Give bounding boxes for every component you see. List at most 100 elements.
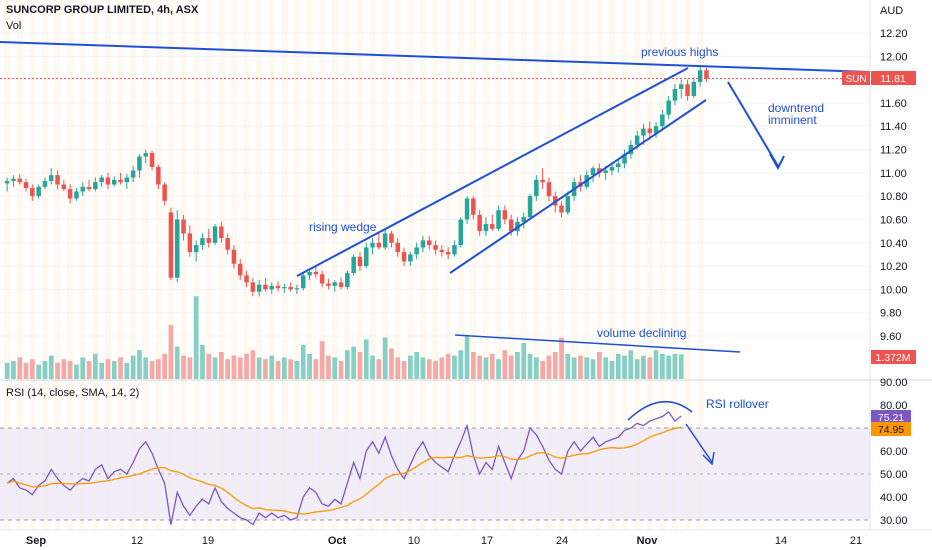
price-tick-label: 10.80 <box>880 191 908 203</box>
volume-bar <box>313 359 319 379</box>
candle-body <box>162 184 167 201</box>
session-stripe <box>205 0 212 530</box>
rsi-tick-label: 90.00 <box>880 377 908 389</box>
candle-body <box>250 282 256 292</box>
volume-bar <box>300 344 306 379</box>
rsi-sma-badge-text: 74.95 <box>878 424 904 436</box>
session-stripe <box>659 0 666 530</box>
candle-body <box>395 242 400 253</box>
session-stripe <box>331 0 338 530</box>
volume-bar <box>660 353 665 379</box>
candle-body <box>269 285 274 290</box>
session-stripe <box>470 0 477 530</box>
candle-body <box>691 81 697 96</box>
volume-bar <box>376 359 382 379</box>
volume-bar <box>609 361 615 379</box>
candle-body <box>332 282 337 286</box>
volume-bar <box>546 355 552 379</box>
candle-body <box>124 177 130 183</box>
rsi-band <box>0 427 870 521</box>
volume-bar <box>244 353 249 379</box>
session-stripe <box>482 0 490 530</box>
session-stripe <box>646 0 653 530</box>
volume-bar <box>187 357 193 379</box>
price-tick-label: 10.20 <box>880 261 908 273</box>
candle-body <box>521 217 526 222</box>
volume-bar <box>678 354 684 379</box>
volume-bar <box>471 352 476 379</box>
volume-bar <box>584 357 590 379</box>
volume-bar <box>93 353 98 379</box>
candle-body <box>326 283 331 286</box>
candle-body <box>49 175 54 182</box>
time-tick-label: 21 <box>850 535 862 547</box>
volume-bar <box>256 357 262 379</box>
volume-bars <box>4 296 684 379</box>
session-stripe <box>445 0 452 530</box>
ticker-badge-text: SUN <box>845 74 866 85</box>
candle-body <box>603 170 608 173</box>
volume-bar <box>458 350 464 379</box>
time-tick-label: Oct <box>328 535 347 547</box>
candle-body <box>118 179 123 183</box>
volume-bar <box>647 357 653 379</box>
candle-body <box>653 126 659 134</box>
volume-bar <box>401 361 407 379</box>
session-stripe <box>621 0 628 530</box>
volume-bar <box>414 352 419 379</box>
candle-body <box>622 154 627 164</box>
downtrend-arrow <box>727 81 779 167</box>
volume-bar <box>597 352 602 379</box>
price-tick-label: 10.40 <box>880 238 908 250</box>
session-stripe <box>281 0 288 530</box>
time-tick-label: 19 <box>202 535 214 547</box>
wedge-upper-line <box>296 67 689 277</box>
candle-body <box>458 219 463 246</box>
volume-bar <box>389 348 394 379</box>
candle-body <box>294 288 300 290</box>
volume-bar <box>420 357 426 379</box>
session-stripe <box>394 0 401 530</box>
rsi-rollover-arrowhead <box>702 451 715 466</box>
volume-bar <box>307 353 312 379</box>
volume-bar <box>578 355 583 379</box>
session-stripe <box>256 0 263 530</box>
candle-body <box>597 168 602 173</box>
candle-body <box>641 128 646 136</box>
session-stripe <box>117 0 124 530</box>
candle-body <box>704 70 709 79</box>
rsi-sma-line <box>6 426 682 515</box>
candle-body <box>319 274 325 284</box>
candle-body <box>187 233 193 253</box>
time-axis[interactable]: Sep 12 19 Oct 10 17 24 Nov 14 21 <box>26 535 862 547</box>
candle-body <box>23 182 29 188</box>
candle-body <box>408 254 413 262</box>
session-stripe <box>634 0 641 530</box>
rsi-tick-label: 30.00 <box>880 515 908 527</box>
session-stripe <box>369 0 376 530</box>
candle-body <box>17 178 22 183</box>
previous-highs-trendline <box>0 41 871 73</box>
volume-bar <box>181 355 186 379</box>
volume-bar <box>124 362 130 379</box>
session-stripe <box>432 0 439 530</box>
session-stripe <box>608 0 616 530</box>
candle-body <box>439 249 445 253</box>
volume-declining-line <box>454 334 741 353</box>
volume-bar <box>464 335 470 379</box>
price-badge-text: 11.81 <box>880 73 906 85</box>
candle-body <box>527 196 533 218</box>
rsi-line <box>6 410 682 526</box>
candle-body <box>156 167 161 185</box>
previous-highs-label: previous highs <box>641 45 718 59</box>
ticker-price-badge: SUN 11.81 <box>842 71 916 85</box>
candle-body <box>666 100 671 115</box>
price-tick-label: 9.80 <box>880 308 901 320</box>
session-stripe <box>319 0 326 530</box>
candle-body <box>313 271 319 275</box>
session-stripe <box>545 0 553 530</box>
volume-bar <box>30 359 35 379</box>
candle-body <box>376 242 382 248</box>
